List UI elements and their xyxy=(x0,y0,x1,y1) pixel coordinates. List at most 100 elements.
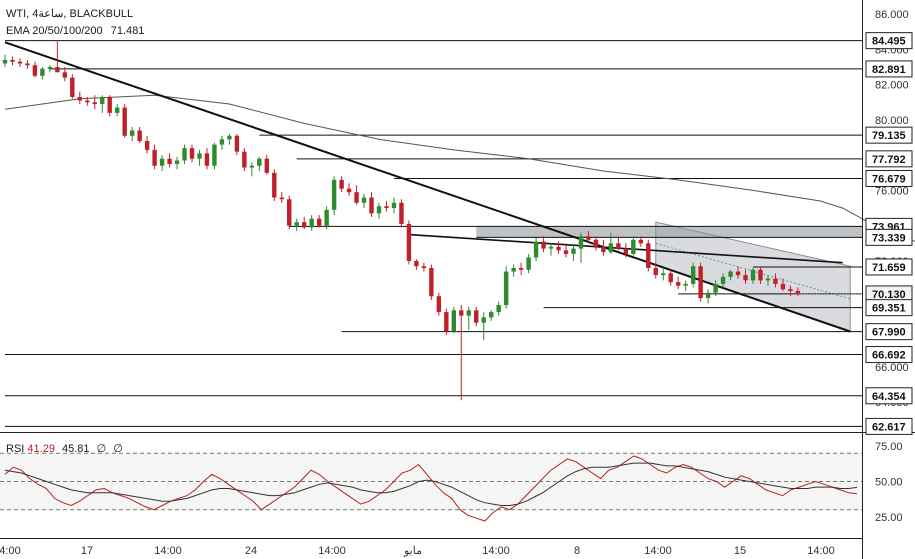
bear-candle xyxy=(234,135,240,152)
time-tick-label: 24 xyxy=(245,545,257,557)
bear-candle xyxy=(107,96,112,113)
rsi-ma-value: 45.81 xyxy=(62,443,90,455)
bear-candle xyxy=(354,192,359,203)
resistance-zone xyxy=(476,226,862,238)
bull-candle xyxy=(720,276,726,284)
bear-candle xyxy=(287,199,292,226)
price-tick-label: 66.000 xyxy=(875,362,909,374)
bull-candle xyxy=(548,246,554,249)
price-tick-label: 76.000 xyxy=(875,185,909,197)
bear-candle xyxy=(167,158,172,164)
price-level-label: 73.339 xyxy=(872,232,906,244)
bull-candle xyxy=(47,67,53,69)
price-tick-label: 80.000 xyxy=(875,115,909,127)
bear-candle xyxy=(122,107,127,136)
bull-candle xyxy=(631,239,636,254)
time-tick-label: 17 xyxy=(81,545,93,557)
bull-candle xyxy=(511,268,516,272)
bear-candle xyxy=(646,243,651,269)
bull-candle xyxy=(182,148,187,161)
bull-candle xyxy=(661,273,666,276)
bull-candle xyxy=(750,269,756,281)
bull-candle xyxy=(212,144,217,166)
ema-value: 71.481 xyxy=(110,25,145,37)
bull-candle xyxy=(705,292,711,298)
bull-candle xyxy=(129,130,135,136)
bull-candle xyxy=(197,153,202,159)
bear-candle xyxy=(339,179,344,189)
price-level-badge xyxy=(865,32,913,50)
price-level-label: 79.135 xyxy=(872,130,906,142)
bear-candle xyxy=(541,241,546,249)
bull-candle xyxy=(765,278,771,281)
time-tick-label: 8 xyxy=(574,545,580,557)
time-tick-label: 15 xyxy=(734,545,746,557)
bull-candle xyxy=(331,179,337,210)
bear-candle xyxy=(601,246,606,253)
bear-candle xyxy=(518,268,524,270)
ema-line xyxy=(4,94,915,242)
price-level-label: 71.659 xyxy=(872,262,906,274)
chart-header-title: WTI, 4ساعة, BLACKBULL xyxy=(6,8,134,20)
rsi-header: RSI 41.29 45.81 ∅ ∅ xyxy=(6,442,123,456)
bear-candle xyxy=(369,197,374,214)
bear-candle xyxy=(459,310,464,316)
bear-candle xyxy=(421,266,427,269)
price-level-label: 70.130 xyxy=(872,289,906,301)
bear-candle xyxy=(698,266,703,298)
bear-candle xyxy=(346,188,352,193)
time-tick-label: 14:00 xyxy=(807,545,835,557)
bull-candle xyxy=(361,197,367,203)
price-level-badge xyxy=(865,299,913,317)
bull-candle xyxy=(159,158,165,166)
rsi-param-1: ∅ xyxy=(96,443,107,455)
bear-candle xyxy=(70,77,75,97)
rsi-ma-line xyxy=(4,462,858,506)
bear-candle xyxy=(242,151,247,168)
bear-candle xyxy=(593,239,599,247)
rsi-param-2: ∅ xyxy=(113,443,123,455)
bear-candle xyxy=(780,283,786,290)
ema-indicator-header: EMA 20/50/100/200 71.481 xyxy=(6,24,144,38)
bull-candle xyxy=(227,135,232,140)
bear-candle xyxy=(279,197,284,200)
rsi-tick-label: 25.00 xyxy=(875,512,903,524)
bull-candle xyxy=(683,283,688,286)
bear-candle xyxy=(623,248,629,254)
bull-candle xyxy=(219,139,225,145)
price-level-label: 77.792 xyxy=(872,154,906,166)
bear-candle xyxy=(264,158,269,173)
bear-candle xyxy=(444,312,449,332)
bear-candle xyxy=(668,273,673,283)
bull-candle xyxy=(115,107,120,113)
time-tick-label: 14:00 xyxy=(154,545,182,557)
bear-candle xyxy=(406,223,412,261)
rsi-line xyxy=(4,455,858,522)
price-axis-background xyxy=(862,0,915,559)
rsi-tick-label: 50.00 xyxy=(875,476,903,488)
price-level-badge xyxy=(865,346,913,364)
bull-candle xyxy=(503,271,509,306)
price-tick-label: 82.000 xyxy=(875,80,909,92)
time-tick-label: مايو xyxy=(403,545,422,557)
bear-candle xyxy=(788,289,793,291)
bull-candle xyxy=(571,248,576,254)
bear-candle xyxy=(399,202,404,224)
bull-candle xyxy=(100,96,105,105)
bull-candle xyxy=(608,243,614,253)
bear-candle xyxy=(10,59,15,62)
price-level-label: 62.617 xyxy=(872,421,906,433)
bear-candle xyxy=(743,275,748,281)
price-tick-label: 86.000 xyxy=(875,9,909,21)
price-level-label: 67.990 xyxy=(872,327,906,339)
bear-candle xyxy=(152,149,157,166)
bear-candle xyxy=(137,130,142,142)
bear-candle xyxy=(638,239,643,244)
bear-candle xyxy=(563,250,569,254)
bear-candle xyxy=(384,206,389,209)
bull-candle xyxy=(2,59,8,64)
bear-candle xyxy=(414,260,419,267)
bear-candle xyxy=(735,271,741,276)
time-tick-label: 14:00 xyxy=(318,545,346,557)
bear-candle xyxy=(676,282,681,286)
